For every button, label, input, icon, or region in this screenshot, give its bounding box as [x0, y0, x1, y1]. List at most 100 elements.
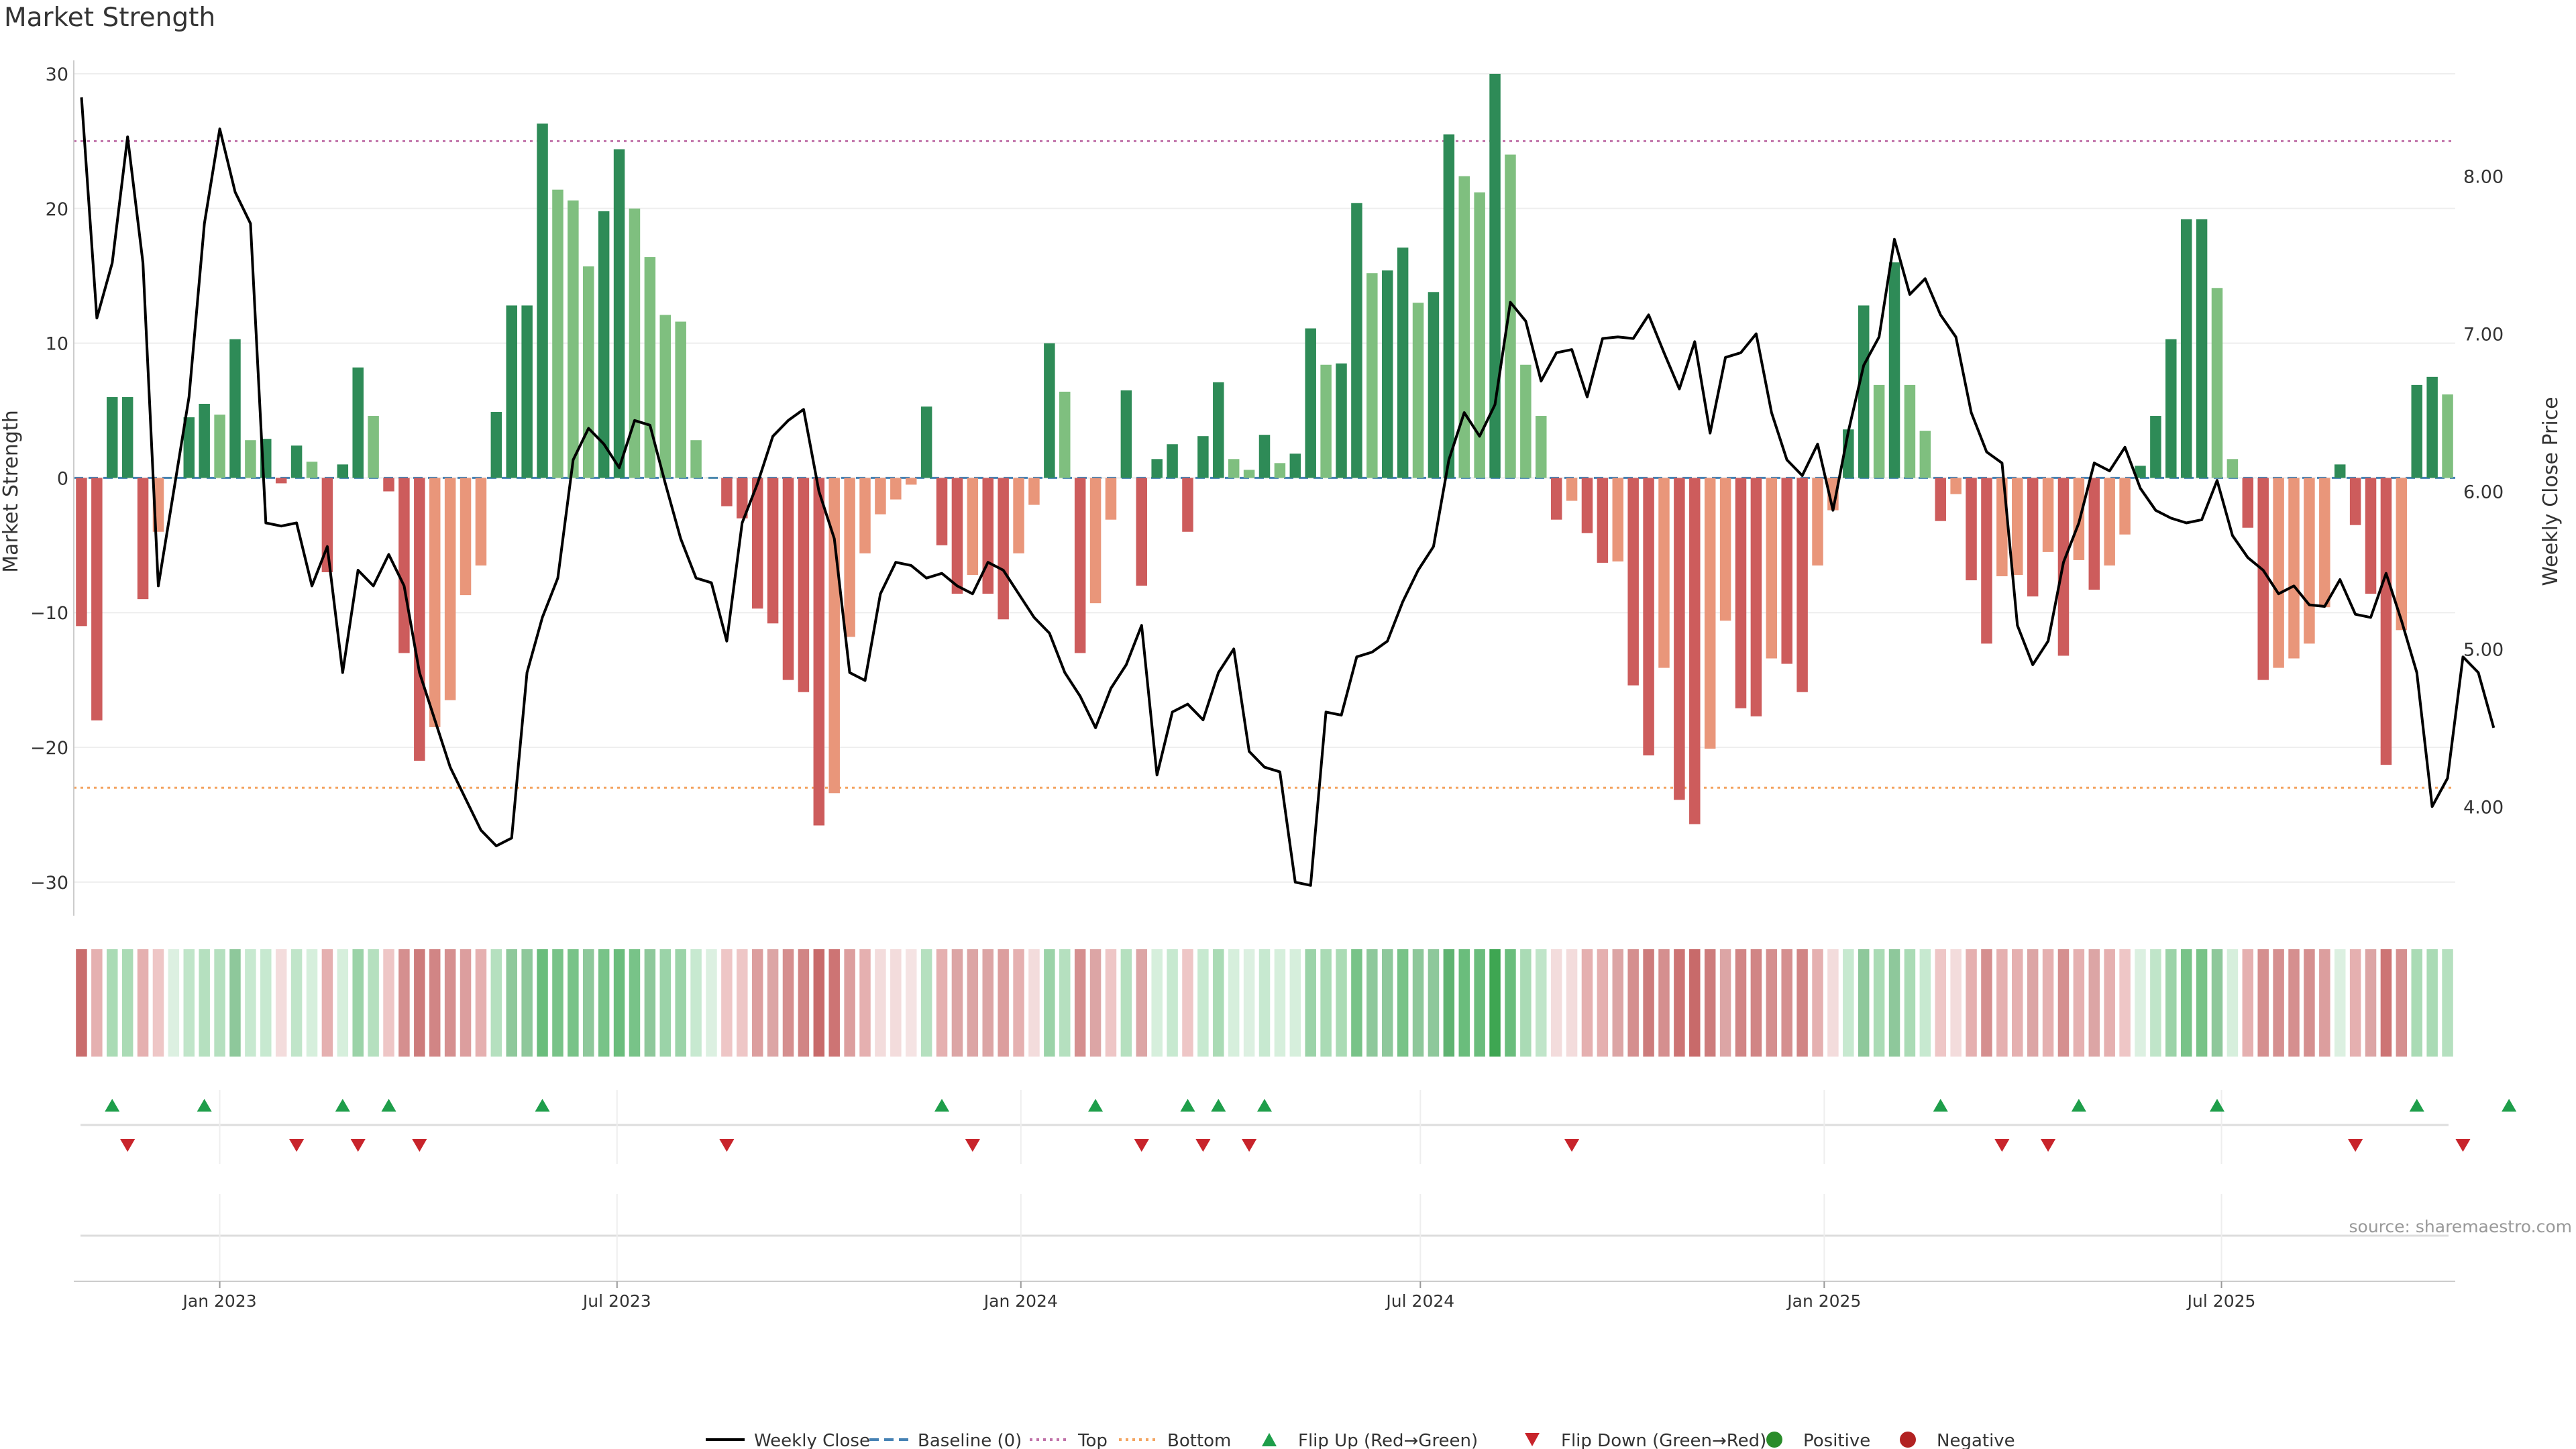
heat-cell — [2242, 949, 2254, 1057]
heat-cell — [1182, 949, 1193, 1057]
strength-bar — [2119, 478, 2131, 535]
strength-bar — [1536, 416, 1547, 478]
heat-cell — [1550, 949, 1562, 1057]
heat-cell — [1120, 949, 1132, 1057]
strength-bar — [1719, 478, 1731, 621]
strength-bar — [1812, 478, 1823, 566]
heat-cell — [275, 949, 287, 1057]
heat-cell — [521, 949, 533, 1057]
strength-bar — [798, 478, 810, 692]
heat-cell — [1597, 949, 1609, 1057]
heat-cell — [2150, 949, 2161, 1057]
heat-cell — [1581, 949, 1593, 1057]
heat-cell — [998, 949, 1009, 1057]
strength-bar — [2288, 478, 2300, 659]
flip-down-marker — [1994, 1139, 2010, 1152]
flip-up-marker — [2210, 1099, 2224, 1112]
strength-bar — [1028, 478, 1040, 505]
strength-bar — [2426, 376, 2438, 478]
heat-cell — [2411, 949, 2422, 1057]
strength-bar — [890, 478, 902, 500]
heat-cell — [1888, 949, 1900, 1057]
strength-bar — [2088, 478, 2100, 590]
heat-cell — [2365, 949, 2377, 1057]
heat-cell — [1566, 949, 1578, 1057]
strength-bar — [2273, 478, 2284, 668]
heat-cell — [383, 949, 394, 1057]
strength-bar — [290, 445, 303, 478]
legend-swatch — [1262, 1433, 1277, 1446]
heat-cell — [2257, 949, 2269, 1057]
strength-bar — [1213, 382, 1224, 478]
heat-cell — [91, 949, 103, 1057]
heat-cell — [1197, 949, 1209, 1057]
strength-bar — [1182, 478, 1193, 532]
flip-down-marker — [289, 1139, 305, 1152]
heat-cell — [1351, 949, 1362, 1057]
strength-bar — [475, 478, 487, 566]
heat-cell — [890, 949, 902, 1057]
strength-bar — [813, 478, 825, 826]
flip-up-marker — [197, 1099, 212, 1112]
strength-bar — [1858, 305, 1870, 478]
right-tick-label: 8.00 — [2463, 167, 2504, 188]
legend-label: Flip Down (Green→Red) — [1561, 1431, 1766, 1449]
strength-bar — [598, 211, 610, 478]
heat-cell — [306, 949, 318, 1057]
flip-down-marker — [2348, 1139, 2363, 1152]
heat-cell — [1136, 949, 1148, 1057]
heat-cell — [1305, 949, 1316, 1057]
heat-cell — [1258, 949, 1271, 1057]
right-tick-label: 7.00 — [2463, 325, 2504, 345]
heat-cell — [1966, 949, 1977, 1057]
strength-bar — [1074, 478, 1086, 653]
strength-bar — [613, 149, 625, 478]
strength-bar — [321, 478, 333, 572]
strength-bar — [1904, 384, 1916, 478]
heat-cell — [1904, 949, 1916, 1057]
flip-up-marker — [1257, 1099, 1272, 1112]
heat-cell — [1397, 949, 1409, 1057]
legend-item-dotted-bottom: Bottom — [1119, 1431, 1231, 1449]
strength-bar — [552, 189, 564, 478]
strength-bar — [1520, 364, 1532, 478]
strength-bar — [1566, 478, 1578, 501]
flip-up-marker — [2409, 1099, 2424, 1112]
legend-item-triangle-down: Flip Down (Green→Red) — [1525, 1431, 1766, 1449]
flip-up-marker — [934, 1099, 950, 1112]
heat-cell — [1428, 949, 1440, 1057]
strength-bar — [429, 478, 441, 727]
flip-down-marker — [2041, 1139, 2056, 1152]
strength-bar — [568, 200, 579, 478]
heat-cell — [1059, 949, 1071, 1057]
heat-cell — [552, 949, 564, 1057]
strength-bar — [1919, 431, 1931, 478]
flip-up-marker — [1211, 1099, 1226, 1112]
strength-bars — [76, 74, 2453, 826]
heat-cell — [1336, 949, 1347, 1057]
heat-cell — [1213, 949, 1224, 1057]
heat-cell — [1996, 949, 2008, 1057]
strength-bar — [1305, 328, 1316, 478]
strength-bar — [537, 123, 548, 478]
strength-bar — [1274, 463, 1286, 478]
heat-cell — [1612, 949, 1624, 1057]
strength-bar — [844, 478, 855, 637]
heat-cell — [1074, 949, 1086, 1057]
heat-cell — [737, 949, 748, 1057]
flip-down-marker — [350, 1139, 366, 1152]
left-axis-title: Market Strength — [0, 410, 23, 572]
heat-cell — [337, 949, 349, 1057]
heat-cell — [1443, 949, 1455, 1057]
strength-bar — [1059, 391, 1071, 478]
heat-cell — [245, 949, 256, 1057]
heat-cell — [321, 949, 333, 1057]
strength-bar — [936, 478, 948, 545]
heat-cell — [1643, 949, 1654, 1057]
heat-cell — [1750, 949, 1762, 1057]
legend-label: Top — [1077, 1431, 1108, 1449]
heat-cell — [1013, 949, 1024, 1057]
strength-bar — [275, 478, 287, 484]
strength-bar — [2211, 288, 2223, 478]
